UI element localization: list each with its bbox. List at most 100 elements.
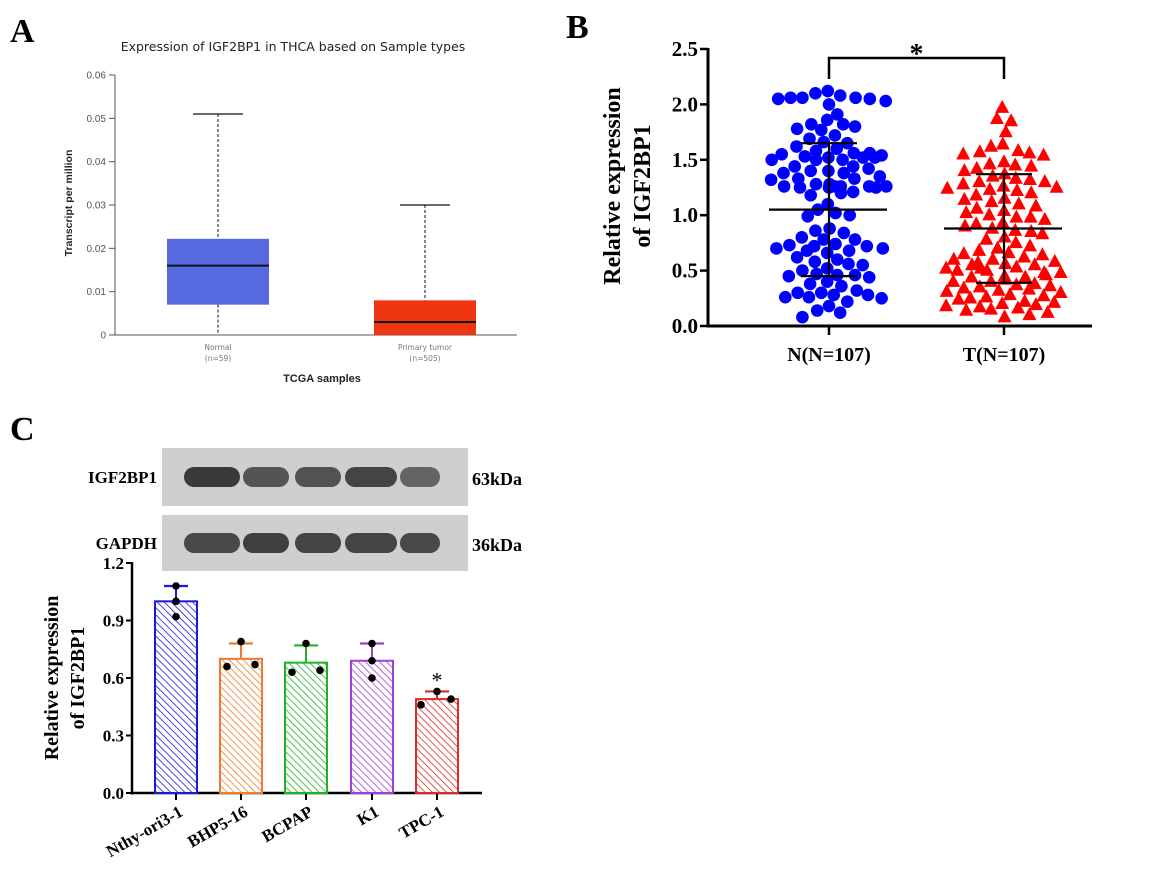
panel-b-point-n <box>843 208 856 222</box>
panel-b-y-axis-label-line2: of IGF2BP1 <box>630 124 656 247</box>
panel-a-category-label: Primary tumor <box>398 343 453 352</box>
panel-b-point-t <box>1001 245 1016 259</box>
panel-b-point-t <box>1004 113 1019 127</box>
panel-c-blot-band <box>345 467 397 487</box>
panel-b-point-t <box>939 283 954 297</box>
panel-b-category-label: T(N=107) <box>963 344 1046 366</box>
panel-a-category-label: Normal <box>204 343 231 352</box>
panel-c-significance-star: * <box>432 667 443 692</box>
panel-a-box-primary-tumor: Primary tumor (n=505) <box>374 204 476 363</box>
panel-letter-b: B <box>566 9 589 46</box>
panel-c-blot-row-igf2bp1: IGF2BP1 63kDa <box>88 448 522 506</box>
panel-b-y-tick-label: 0.5 <box>672 259 698 283</box>
panel-b-point-t <box>969 187 984 201</box>
panel-c-bar-group-bhp5-16 <box>219 637 263 794</box>
panel-b-point-n <box>796 264 809 277</box>
panel-b-point-n <box>861 288 875 302</box>
panel-a-y-tick-label: 0.05 <box>87 114 107 125</box>
panel-b-point-t <box>980 262 994 276</box>
panel-c-blot-band <box>345 533 397 553</box>
panel-b-point-t <box>956 176 971 190</box>
panel-b-y-tick-label: 0.0 <box>672 314 698 338</box>
panel-b-point-n <box>777 180 791 193</box>
panel-b-y-axis-label-line1: Relative expression <box>600 87 626 285</box>
panel-b-point-n <box>790 251 804 264</box>
panel-b-point-n <box>809 177 823 191</box>
panel-c-category-label: BHP5-16 <box>184 802 251 852</box>
panel-b-point-n <box>802 290 816 304</box>
panel-a-y-tick-label: 0.03 <box>87 201 107 212</box>
panel-b-point-n <box>833 306 847 320</box>
panel-b-point-n <box>869 181 883 194</box>
panel-c-bar-chart: Relative expression of IGF2BP1 0.0 0.3 0.6… <box>41 554 482 861</box>
panel-b-point-t <box>1022 307 1037 321</box>
panel-b-point-n <box>828 129 842 142</box>
panel-b-point-n <box>836 153 849 167</box>
panel-b-point-t <box>1008 235 1023 249</box>
panel-c-y-tick-label: 0.0 <box>103 784 124 803</box>
panel-b-point-t <box>1035 226 1050 240</box>
panel-b-point-t <box>1037 211 1052 225</box>
panel-b-point-n <box>765 153 778 167</box>
panel-b-point-n <box>836 118 850 131</box>
panel-b-point-t <box>963 290 978 304</box>
panel-b-point-n <box>862 270 876 284</box>
panel-b-point-n <box>821 197 835 211</box>
panel-b-point-t <box>1011 300 1025 314</box>
panel-b-point-t <box>1022 145 1037 159</box>
panel-b-point-n <box>863 92 877 106</box>
panel-c-y-tick-label: 0.3 <box>103 727 124 746</box>
panel-b-point-n <box>788 160 801 173</box>
panel-b-point-n <box>848 172 861 185</box>
panel-b-point-n <box>848 233 862 246</box>
panel-c-bar-group-tpc-1: * <box>415 667 459 794</box>
panel-b-point-n <box>800 244 814 257</box>
panel-b-point-t <box>982 156 997 170</box>
panel-c-data-point <box>302 639 310 648</box>
panel-b-point-t <box>990 240 1005 254</box>
panel-c-blot-band <box>400 533 440 553</box>
panel-b-point-t <box>946 251 961 265</box>
panel-b-point-n <box>848 268 862 282</box>
panel-b-point-n <box>805 118 818 131</box>
panel-b-point-n <box>822 299 836 313</box>
panel-b-point-t <box>939 260 954 274</box>
panel-b-point-t <box>1047 294 1062 308</box>
panel-b-y-tick-label: 1.5 <box>672 148 698 172</box>
panel-b-point-n <box>764 173 778 187</box>
panel-b-point-t <box>979 289 994 303</box>
panel-b-y-tick-label: 2.0 <box>672 92 698 116</box>
panel-b-point-t <box>1023 171 1037 185</box>
panel-b-point-n <box>856 151 870 164</box>
panel-b-point-t <box>1022 281 1036 295</box>
panel-b-category-label: N(N=107) <box>787 344 871 366</box>
panel-c-bar <box>219 657 263 794</box>
panel-b-point-n <box>830 142 843 156</box>
panel-b-point-n <box>817 135 830 149</box>
panel-a-y-tick-label: 0.04 <box>87 157 107 168</box>
panel-b-point-t <box>950 262 965 276</box>
panel-b-point-n <box>791 286 804 300</box>
panel-b-point-n <box>820 113 834 127</box>
panel-c-category-label: TPC-1 <box>396 802 447 843</box>
panel-b-point-t <box>995 136 1010 150</box>
panel-b-point-n <box>775 147 788 161</box>
panel-b-point-n <box>790 122 804 136</box>
panel-b-point-t <box>959 205 974 219</box>
panel-b-point-t <box>939 298 954 312</box>
panel-b-point-n <box>809 144 823 158</box>
panel-c-blot-band <box>243 533 289 553</box>
panel-c-bar <box>154 600 198 794</box>
panel-b-point-t <box>1028 198 1043 212</box>
panel-b-significance-star: * <box>910 39 924 70</box>
panel-b-point-n <box>809 153 823 167</box>
panel-c-data-point <box>447 695 455 703</box>
panel-b-point-n <box>779 290 792 304</box>
panel-b-point-t <box>972 279 987 293</box>
panel-b-point-n <box>801 210 814 223</box>
panel-b-point-n <box>868 151 882 164</box>
panel-b-point-n <box>820 275 834 288</box>
panel-b-point-t <box>984 273 998 287</box>
panel-c-blot-band <box>295 533 341 553</box>
panel-b-point-n <box>817 233 830 246</box>
